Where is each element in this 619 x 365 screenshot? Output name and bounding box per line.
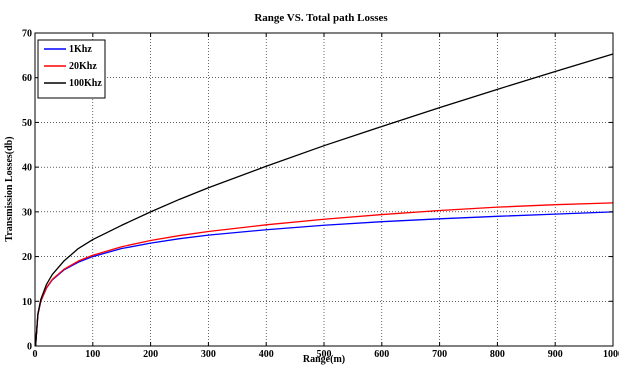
series-line-20Khz — [34, 202, 614, 347]
y-tick-label: 20 — [22, 252, 32, 263]
legend-entry: 1Khz — [69, 44, 92, 55]
x-tick-label: 500 — [317, 349, 332, 360]
y-tick-label: 50 — [22, 118, 32, 129]
x-tick-label: 600 — [374, 349, 389, 360]
x-tick-label: 200 — [143, 349, 158, 360]
y-tick-label: 70 — [22, 29, 32, 40]
y-axis-label: Transmission Losses(db) — [4, 136, 15, 241]
y-tick-label: 0 — [27, 342, 32, 353]
x-tick-label: 800 — [490, 349, 505, 360]
legend-entry: 100Khz — [69, 78, 102, 89]
series-lines — [34, 53, 614, 347]
series-line-100Khz — [34, 53, 614, 347]
legend: 1Khz 20Khz 100Khz — [37, 39, 106, 99]
grid — [35, 33, 613, 346]
y-tick-label: 30 — [22, 207, 32, 218]
x-tick-label: 400 — [259, 349, 274, 360]
x-tick-label: 0 — [33, 349, 38, 360]
x-tick-label: 900 — [548, 349, 563, 360]
y-tick-label: 40 — [22, 163, 32, 174]
x-tick-label: 700 — [432, 349, 447, 360]
x-tick-label: 100 — [85, 349, 100, 360]
y-tick-label: 60 — [22, 73, 32, 84]
x-tick-label: 300 — [201, 349, 216, 360]
x-axis-label: Range(m) — [303, 354, 345, 365]
y-tick-label: 10 — [22, 297, 32, 308]
chart-title: Range VS. Total path Losses — [254, 12, 388, 24]
legend-entry: 20Khz — [69, 61, 97, 72]
